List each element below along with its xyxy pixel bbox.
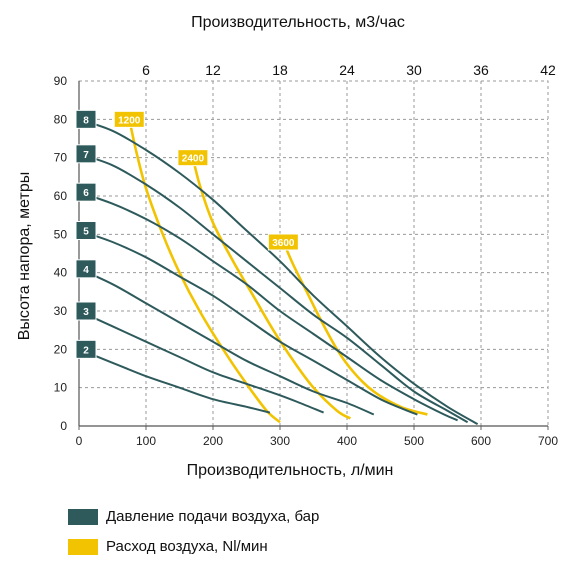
y-tick-label: 60 — [54, 189, 68, 203]
curve-badges: 1200 2400 3600 8 7 6 5 4 3 2 — [75, 109, 299, 359]
air-badge-label: 1200 — [118, 115, 141, 126]
y-tick-label: 0 — [60, 419, 67, 433]
top-tick-label: 30 — [406, 62, 422, 78]
pressure-curve-3 — [78, 310, 324, 414]
top-axis-label: Производительность, м3/час — [191, 14, 405, 31]
pressure-badge-label: 8 — [83, 115, 89, 126]
y-axis-label: Высота напора, метры — [16, 172, 33, 340]
legend-label-air: Расход воздуха, Nl/мин — [106, 538, 268, 555]
pressure-curve-2 — [78, 348, 271, 414]
x-tick-label: 400 — [337, 434, 357, 448]
pressure-badge-3 — [75, 301, 97, 321]
pressure-curve-7 — [78, 152, 469, 424]
pressure-badge-4 — [75, 259, 97, 279]
pressure-badge-label: 6 — [83, 188, 89, 199]
legend-swatch-air — [68, 538, 98, 555]
x-tick-label: 600 — [471, 434, 491, 448]
air-flow-curves — [128, 119, 428, 424]
pressure-badge-6 — [75, 182, 97, 202]
top-tick-label: 12 — [205, 62, 221, 78]
air-badge-1200 — [113, 110, 145, 128]
y-tick-label: 50 — [54, 227, 68, 241]
x-axis-label: Производительность, л/мин — [187, 462, 394, 479]
pressure-badge-7 — [75, 144, 97, 164]
pressure-curve-5 — [78, 229, 418, 416]
pressure-badge-label: 3 — [83, 307, 89, 318]
x-tick-label: 200 — [203, 434, 223, 448]
y-tick-label: 20 — [54, 342, 68, 356]
air-badge-3600 — [267, 233, 299, 251]
pressure-curve-8 — [78, 118, 479, 425]
y-tick-label: 10 — [54, 381, 68, 395]
y-tick-label: 80 — [54, 112, 68, 126]
x-tick-label: 0 — [76, 434, 83, 448]
air-curve-1200 — [128, 119, 281, 424]
pressure-curves — [78, 118, 479, 425]
air-badge-label: 3600 — [272, 238, 295, 249]
pressure-badge-8 — [75, 109, 97, 129]
y-tick-label: 30 — [54, 304, 68, 318]
top-tick-label: 18 — [272, 62, 288, 78]
y-tick-label: 40 — [54, 266, 68, 280]
plot-frame — [78, 80, 549, 427]
top-tick-label: 6 — [142, 62, 150, 78]
top-tick-label: 36 — [473, 62, 489, 78]
y-tick-label: 90 — [54, 74, 68, 88]
y-tick-label: 70 — [54, 151, 68, 165]
legend-item-air: Расход воздуха, Nl/мин — [68, 538, 268, 555]
air-curve-2400 — [191, 157, 352, 420]
pressure-badge-label: 7 — [83, 150, 89, 161]
pressure-badge-label: 4 — [83, 265, 89, 276]
tick-labels: 0 10 20 30 40 50 60 70 80 90 0 100 200 300 400 500 600 70… — [54, 62, 559, 448]
x-tick-label: 700 — [538, 434, 558, 448]
x-tick-label: 100 — [136, 434, 156, 448]
legend-label-pressure: Давление подачи воздуха, бар — [106, 508, 320, 525]
pressure-curve-4 — [78, 267, 375, 416]
pressure-badge-5 — [75, 221, 97, 240]
legend-item-pressure: Давление подачи воздуха, бар — [68, 508, 319, 525]
pressure-badge-label: 5 — [83, 227, 89, 238]
top-tick-label: 24 — [339, 62, 355, 78]
x-tick-label: 300 — [270, 434, 290, 448]
legend-swatch-pressure — [68, 508, 98, 525]
top-tick-label: 42 — [540, 62, 556, 78]
air-badge-2400 — [177, 149, 209, 167]
pressure-curve-6 — [78, 191, 458, 422]
pressure-badge-2 — [75, 339, 97, 359]
x-tick-label: 500 — [404, 434, 424, 448]
pressure-badge-label: 2 — [83, 345, 89, 356]
air-badge-label: 2400 — [182, 154, 205, 165]
